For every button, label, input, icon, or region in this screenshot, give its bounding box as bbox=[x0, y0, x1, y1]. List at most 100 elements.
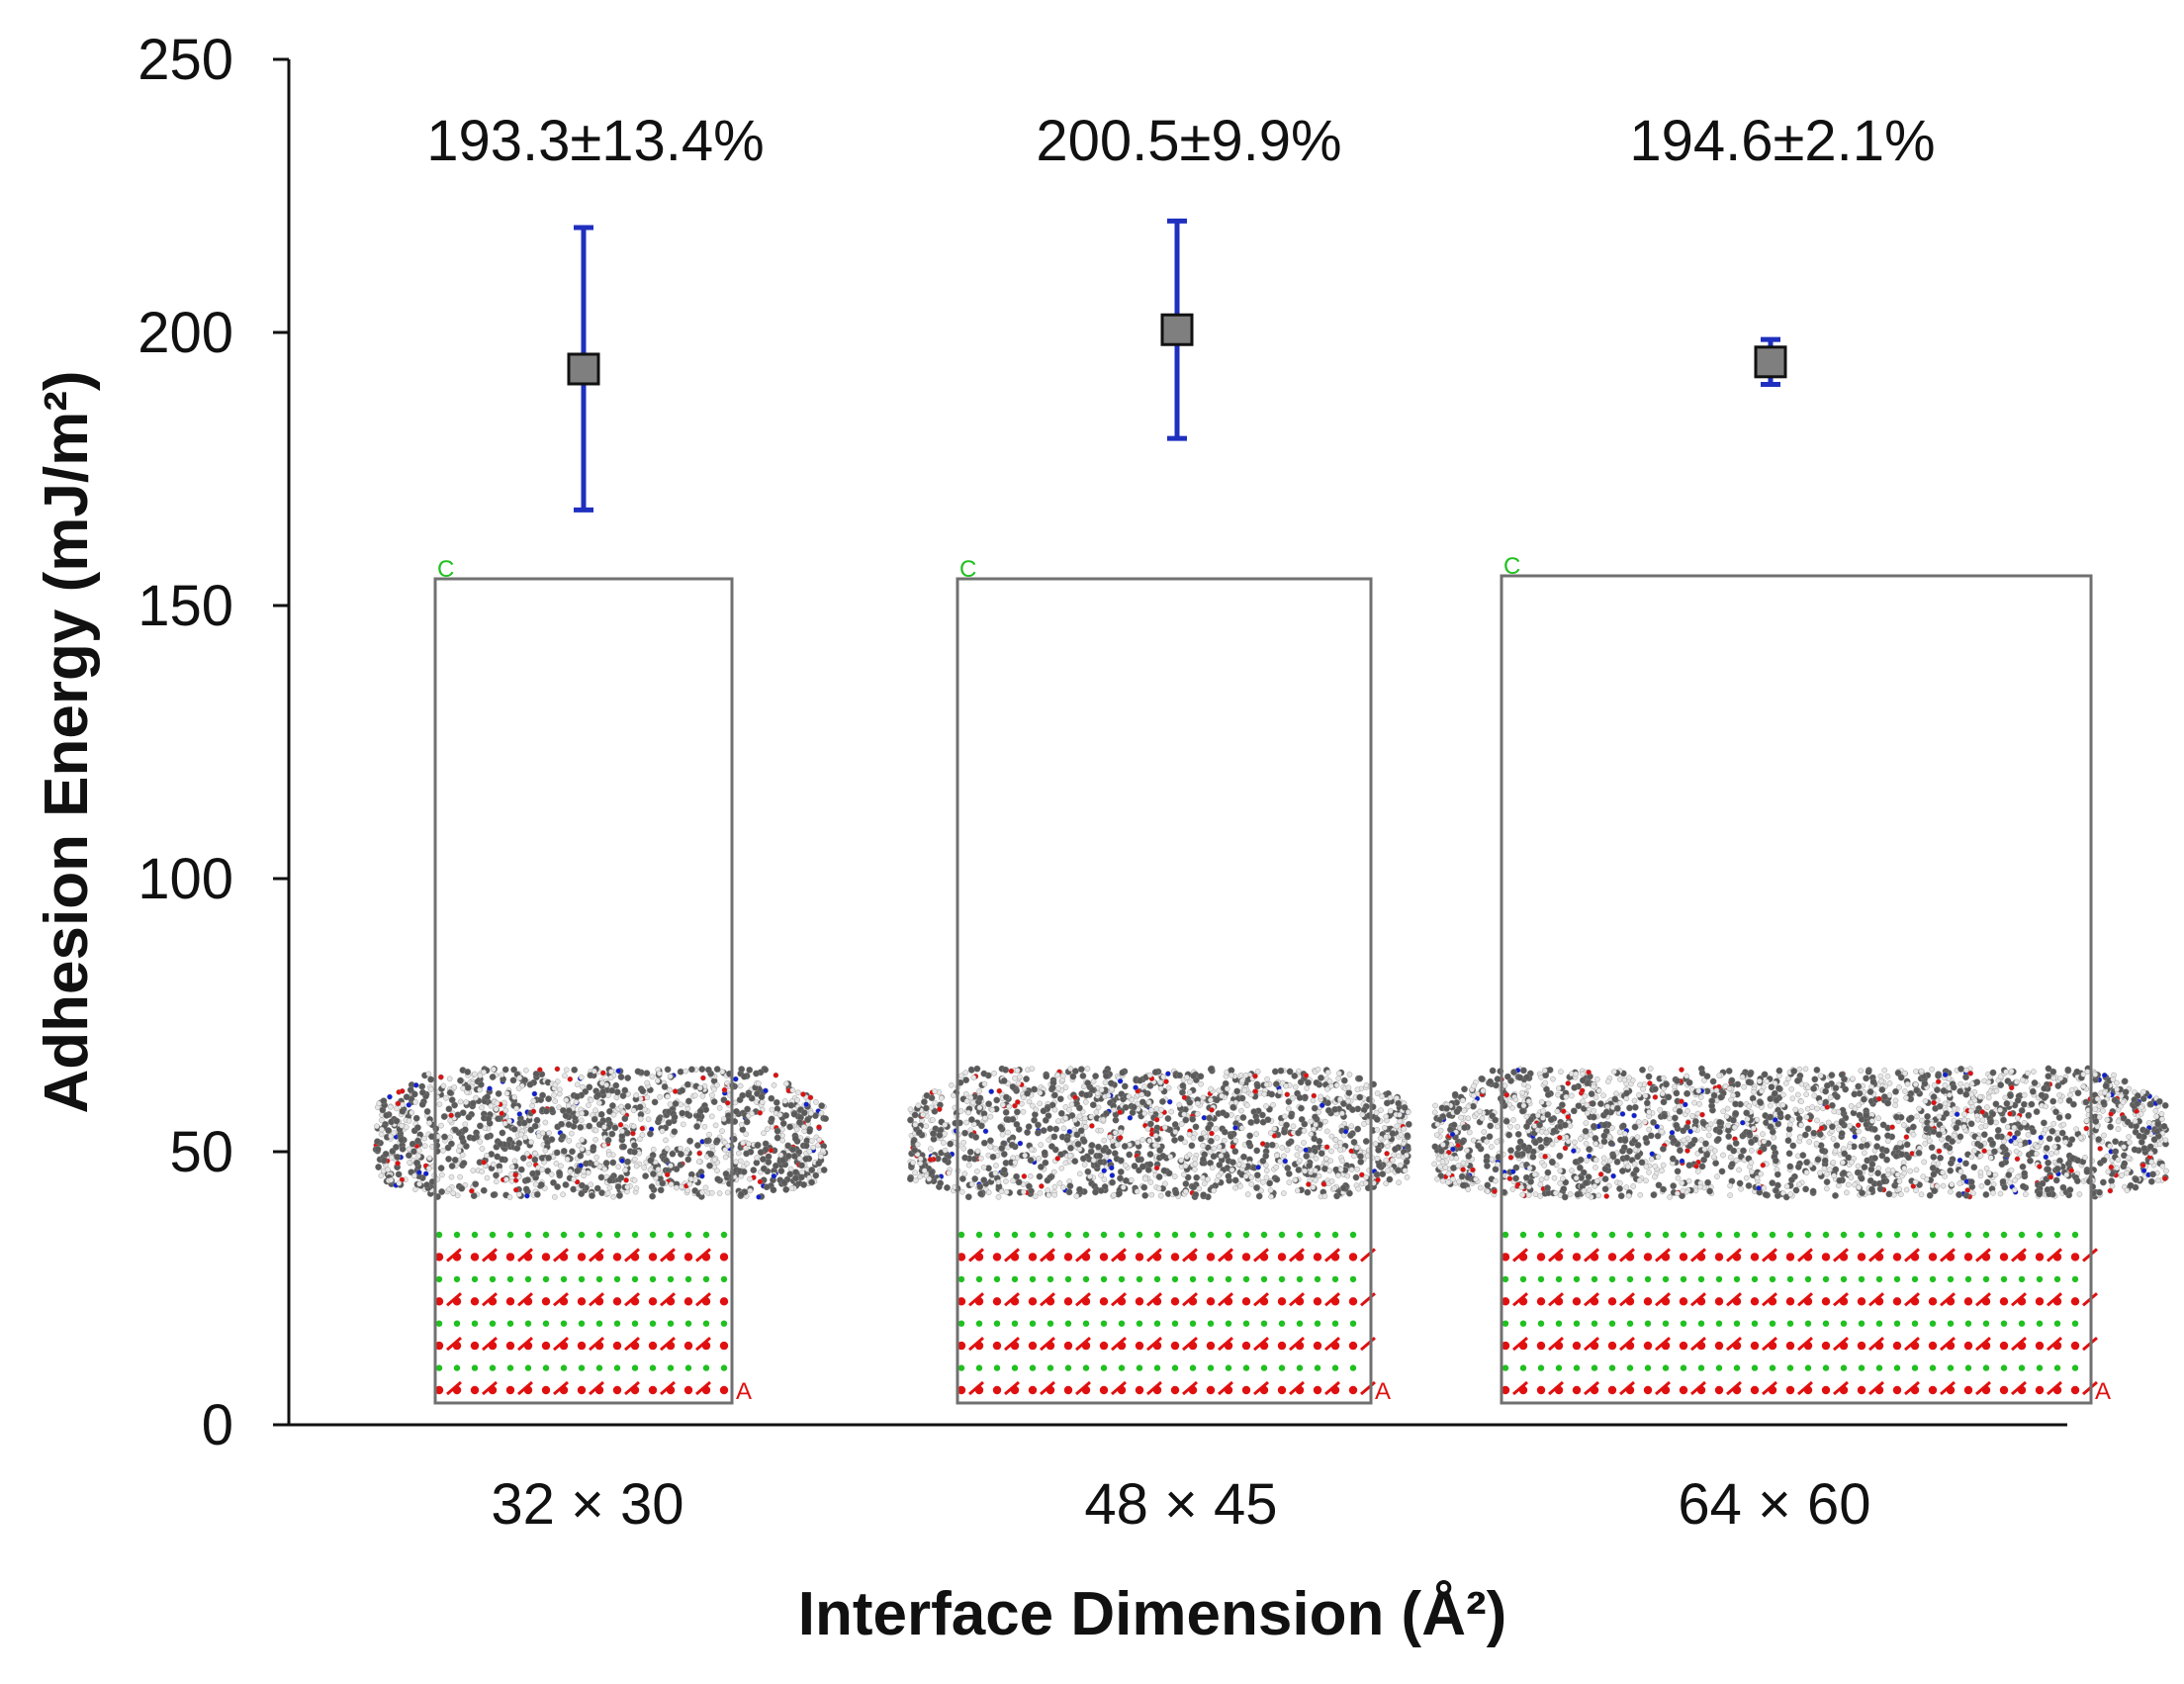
polymer-atom bbox=[1216, 1144, 1223, 1150]
polymer-atom bbox=[446, 1076, 453, 1082]
polymer-atom bbox=[1868, 1185, 1875, 1193]
polymer-atom bbox=[1809, 1104, 1815, 1110]
polymer-atom bbox=[387, 1093, 393, 1100]
polymer-atom bbox=[1252, 1073, 1258, 1079]
polymer-atom bbox=[421, 1135, 427, 1142]
polymer-atom bbox=[1550, 1076, 1556, 1082]
polymer-atom bbox=[812, 1171, 820, 1179]
polymer-atom bbox=[757, 1178, 764, 1185]
polymer-atom bbox=[1037, 1190, 1044, 1196]
polymer-atom bbox=[1123, 1176, 1130, 1184]
polymer-atom bbox=[960, 1146, 967, 1152]
polymer-atom bbox=[773, 1162, 779, 1169]
polymer-atom bbox=[1340, 1100, 1347, 1107]
polymer-atom bbox=[1584, 1102, 1591, 1108]
polymer-atom bbox=[1557, 1168, 1564, 1174]
polymer-atom bbox=[412, 1099, 418, 1105]
polymer-atom bbox=[993, 1163, 999, 1169]
polymer-atom bbox=[440, 1082, 447, 1089]
substrate-atom bbox=[489, 1231, 497, 1239]
polymer-atom bbox=[1927, 1138, 1933, 1144]
polymer-atom bbox=[395, 1170, 403, 1178]
polymer-atom bbox=[588, 1097, 594, 1103]
polymer-atom bbox=[1635, 1119, 1642, 1125]
polymer-atom bbox=[545, 1154, 552, 1162]
polymer-atom bbox=[450, 1190, 457, 1196]
polymer-atom bbox=[688, 1066, 695, 1074]
polymer-atom bbox=[982, 1115, 988, 1121]
polymer-atom bbox=[1051, 1191, 1057, 1198]
polymer-atom bbox=[2097, 1146, 2103, 1152]
polymer-atom bbox=[1375, 1147, 1383, 1154]
polymer-atom bbox=[1228, 1167, 1235, 1173]
polymer-atom bbox=[684, 1187, 690, 1194]
polymer-atom bbox=[661, 1083, 669, 1090]
polymer-atom bbox=[418, 1100, 426, 1108]
polymer-atom bbox=[740, 1140, 746, 1147]
polymer-atom bbox=[714, 1081, 720, 1088]
polymer-atom bbox=[589, 1192, 595, 1199]
polymer-atom bbox=[788, 1185, 795, 1191]
substrate-atom bbox=[1277, 1341, 1287, 1351]
polymer-atom bbox=[1922, 1141, 1929, 1147]
polymer-atom bbox=[699, 1172, 705, 1179]
polymer-atom bbox=[573, 1092, 581, 1100]
polymer-atom bbox=[2007, 1179, 2013, 1185]
polymer-atom bbox=[470, 1135, 478, 1142]
polymer-atom bbox=[1198, 1080, 1204, 1087]
polymer-atom bbox=[907, 1116, 914, 1124]
substrate-atom bbox=[1136, 1320, 1143, 1327]
polymer-atom bbox=[1328, 1133, 1335, 1140]
substrate-atom bbox=[648, 1385, 658, 1395]
polymer-atom bbox=[1710, 1154, 1717, 1161]
polymer-atom bbox=[2069, 1100, 2077, 1108]
polymer-atom bbox=[1165, 1084, 1172, 1091]
polymer-atom bbox=[803, 1101, 810, 1108]
polymer-atom bbox=[1258, 1187, 1264, 1194]
substrate-atom bbox=[1348, 1385, 1358, 1395]
polymer-atom bbox=[1546, 1067, 1554, 1074]
polymer-atom bbox=[787, 1101, 795, 1109]
polymer-atom bbox=[677, 1162, 684, 1169]
polymer-atom bbox=[1830, 1160, 1837, 1166]
polymer-atom bbox=[1202, 1180, 1208, 1186]
polymer-atom bbox=[608, 1069, 614, 1075]
polymer-atom bbox=[1987, 1118, 1994, 1126]
polymer-atom bbox=[1023, 1076, 1031, 1082]
substrate-atom bbox=[1171, 1364, 1179, 1371]
polymer-atom bbox=[757, 1110, 764, 1116]
polymer-atom bbox=[1727, 1154, 1734, 1161]
polymer-atom bbox=[374, 1138, 381, 1146]
substrate-atom bbox=[683, 1385, 693, 1395]
polymer-atom bbox=[1159, 1098, 1166, 1105]
polymer-atom bbox=[524, 1176, 531, 1184]
polymer-atom bbox=[411, 1172, 417, 1179]
polymer-atom bbox=[2021, 1100, 2028, 1108]
substrate-atom bbox=[1046, 1275, 1054, 1283]
polymer-atom bbox=[1544, 1091, 1552, 1098]
polymer-atom bbox=[738, 1121, 745, 1128]
polymer-atom bbox=[1898, 1191, 1904, 1197]
polymer-atom bbox=[1144, 1167, 1152, 1173]
polymer-atom bbox=[930, 1117, 936, 1123]
substrate-bond bbox=[553, 1292, 569, 1307]
polymer-atom bbox=[1248, 1174, 1254, 1180]
substrate-bond bbox=[589, 1248, 604, 1263]
polymer-atom bbox=[1484, 1138, 1490, 1145]
polymer-atom bbox=[1194, 1111, 1201, 1117]
polymer-atom bbox=[1388, 1108, 1394, 1114]
polymer-atom bbox=[1838, 1130, 1846, 1138]
substrate-atom bbox=[1100, 1231, 1108, 1239]
polymer-atom bbox=[993, 1096, 1001, 1104]
polymer-atom bbox=[1660, 1145, 1667, 1153]
substrate-atom bbox=[541, 1385, 551, 1395]
polymer-atom bbox=[650, 1146, 657, 1153]
substrate-atom bbox=[631, 1364, 639, 1371]
polymer-atom bbox=[790, 1110, 798, 1118]
polymer-atom bbox=[538, 1181, 545, 1188]
substrate-atom bbox=[541, 1297, 551, 1306]
polymer-atom bbox=[1318, 1075, 1324, 1081]
polymer-atom bbox=[1339, 1184, 1347, 1192]
substrate-atom bbox=[1331, 1275, 1339, 1283]
polymer-atom bbox=[1297, 1147, 1304, 1153]
